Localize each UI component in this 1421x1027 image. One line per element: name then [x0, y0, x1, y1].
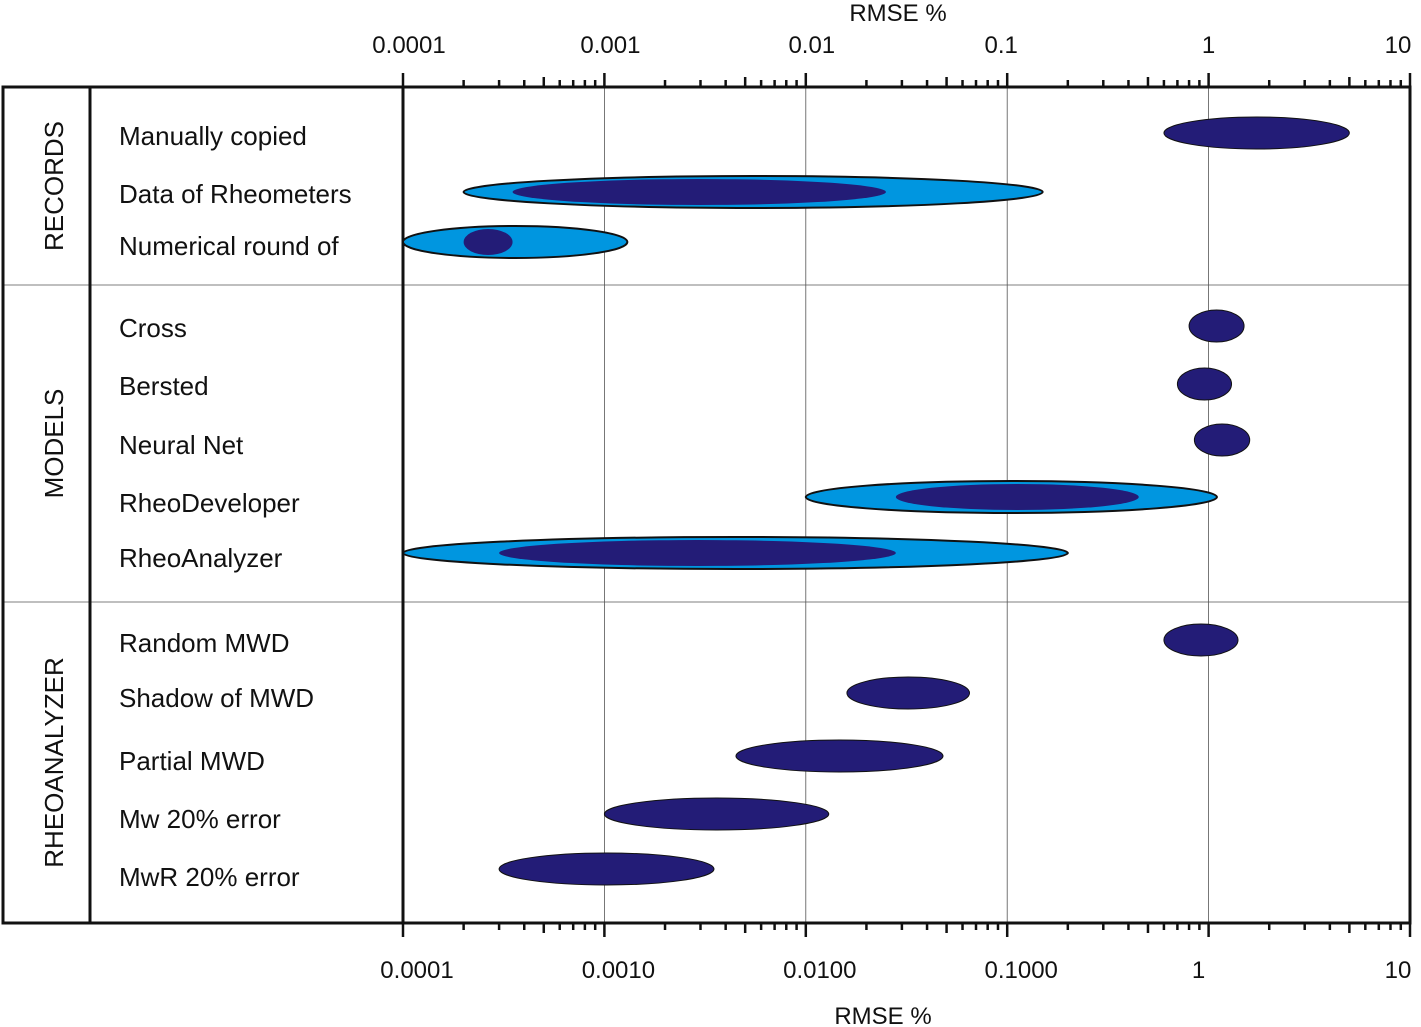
inner-range-ellipse	[512, 179, 886, 205]
inner-range-ellipse	[846, 676, 971, 710]
row-label: Manually copied	[119, 121, 307, 151]
top-tick-label: 0.1	[985, 32, 1018, 59]
row-label: Partial MWD	[119, 746, 265, 776]
group-label: RHEOANALYZER	[39, 657, 69, 867]
top-tick-label: 0.01	[788, 32, 835, 59]
inner-range-ellipse	[603, 797, 830, 831]
row-label: Numerical round of	[119, 231, 339, 261]
bottom-axis-title: RMSE %	[834, 1003, 931, 1027]
top-tick-label: 0.001	[580, 32, 640, 59]
bottom-tick-label: 0.0010	[582, 957, 655, 984]
top-axis-title: RMSE %	[849, 0, 946, 27]
bottom-tick-label: 1	[1192, 957, 1205, 984]
row-label: Cross	[119, 313, 187, 343]
inner-range-ellipse	[895, 484, 1139, 510]
row-label: Random MWD	[119, 628, 289, 658]
bottom-tick-label: 10	[1385, 957, 1412, 984]
chart-frame	[1, 85, 1412, 925]
inner-range-ellipse	[1176, 367, 1233, 401]
inner-range-ellipse	[463, 229, 513, 255]
bottom-tick-label: 0.0100	[783, 957, 856, 984]
inner-range-ellipse	[735, 739, 944, 773]
top-tick-label: 0.0001	[372, 32, 445, 59]
row-label: Bersted	[119, 371, 209, 401]
outer-range-ellipse	[401, 225, 629, 259]
top-tick-label: 10	[1385, 32, 1412, 59]
row-label: RheoDeveloper	[119, 488, 300, 518]
row-label: MwR 20% error	[119, 862, 300, 892]
inner-range-ellipse	[1163, 116, 1350, 150]
inner-range-ellipse	[1163, 623, 1239, 657]
row-label: Neural Net	[119, 430, 244, 460]
group-label: RECORDS	[39, 121, 69, 251]
row-label: RheoAnalyzer	[119, 543, 283, 573]
bottom-tick-label: 0.0001	[380, 957, 453, 984]
row-label: Mw 20% error	[119, 804, 281, 834]
inner-range-ellipse	[499, 540, 896, 566]
top-tick-label: 1	[1202, 32, 1215, 59]
bottom-tick-label: 0.1000	[984, 957, 1057, 984]
row-label: Data of Rheometers	[119, 179, 352, 209]
inner-range-ellipse	[498, 852, 715, 886]
inner-range-ellipse	[1188, 309, 1245, 343]
inner-range-ellipse	[1193, 423, 1251, 457]
row-label: Shadow of MWD	[119, 683, 314, 713]
group-label: MODELS	[39, 389, 69, 499]
